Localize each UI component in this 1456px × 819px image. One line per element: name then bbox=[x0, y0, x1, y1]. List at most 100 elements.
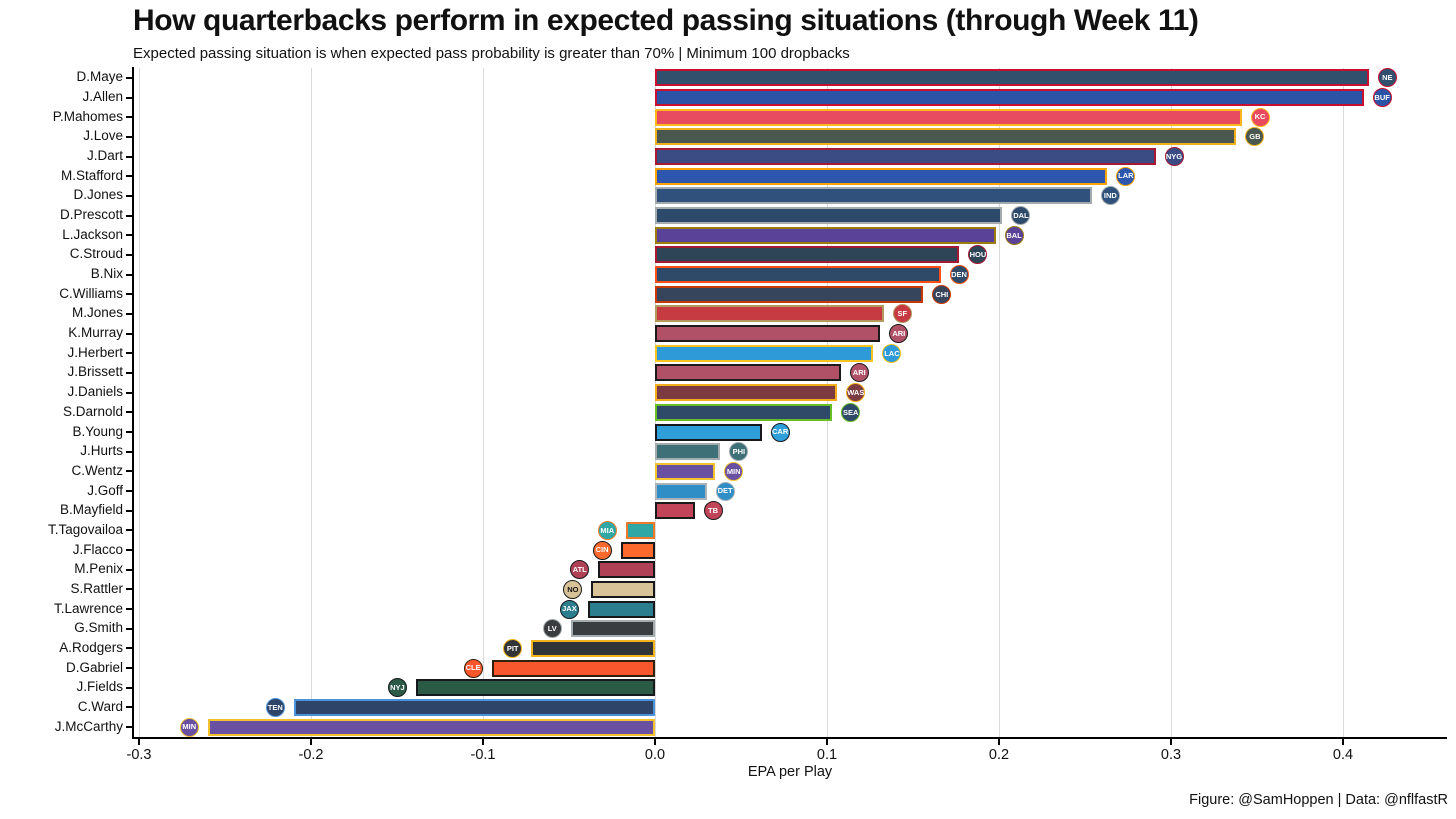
qb-label: D.Jones bbox=[73, 187, 123, 203]
qb-label: K.Murray bbox=[68, 325, 123, 341]
y-tick bbox=[126, 332, 133, 335]
qb-label: J.McCarthy bbox=[54, 718, 123, 734]
team-logo-jax-icon: JAX bbox=[559, 599, 579, 619]
qb-label: S.Rattler bbox=[70, 580, 123, 596]
team-logo-sea-icon: SEA bbox=[841, 402, 861, 422]
team-logo-no-icon: NO bbox=[563, 579, 583, 599]
team-logo-mia-icon: MIA bbox=[597, 520, 617, 540]
qb-label: D.Prescott bbox=[59, 207, 123, 223]
qb-bar bbox=[655, 502, 695, 520]
team-logo-hou-icon: HOU bbox=[968, 245, 988, 265]
qb-label: C.Wentz bbox=[71, 462, 123, 478]
y-tick bbox=[126, 155, 133, 158]
y-tick bbox=[126, 588, 133, 591]
qb-label: A.Rodgers bbox=[59, 639, 123, 655]
y-tick bbox=[126, 529, 133, 532]
x-tick-label: 0.0 bbox=[644, 747, 666, 763]
x-tick bbox=[654, 739, 656, 745]
gridline-0.4 bbox=[1342, 68, 1344, 737]
qb-bar bbox=[655, 285, 924, 303]
team-logo-sf-icon: SF bbox=[892, 304, 912, 324]
team-logo-ari-icon: ARI bbox=[889, 324, 909, 344]
y-tick bbox=[126, 214, 133, 217]
y-tick bbox=[126, 391, 133, 394]
y-tick bbox=[126, 608, 133, 611]
team-logo-gb-icon: GB bbox=[1245, 127, 1265, 147]
team-logo-ind-icon: IND bbox=[1100, 186, 1120, 206]
y-tick bbox=[126, 726, 133, 729]
qb-bar bbox=[655, 423, 762, 441]
qb-label: D.Gabriel bbox=[65, 659, 123, 675]
qb-bar bbox=[655, 443, 721, 461]
gridline-0.2 bbox=[998, 68, 1000, 737]
qb-label: L.Jackson bbox=[62, 226, 123, 242]
y-tick bbox=[126, 194, 133, 197]
page-subtitle: Expected passing situation is when expec… bbox=[133, 45, 850, 62]
y-axis-line bbox=[132, 67, 134, 738]
qb-bar bbox=[415, 679, 655, 697]
team-logo-nyj-icon: NYJ bbox=[387, 678, 407, 698]
x-axis-title: EPA per Play bbox=[747, 764, 833, 780]
qb-bar bbox=[655, 482, 707, 500]
team-logo-lar-icon: LAR bbox=[1116, 166, 1136, 186]
x-tick-label: 0.4 bbox=[1332, 747, 1354, 763]
x-tick bbox=[310, 739, 312, 745]
qb-label: J.Goff bbox=[87, 482, 123, 498]
qb-bar bbox=[655, 108, 1242, 126]
qb-label: J.Fields bbox=[76, 679, 123, 695]
qb-bar bbox=[655, 344, 874, 362]
team-logo-was-icon: WAS bbox=[846, 383, 866, 403]
qb-bar bbox=[655, 128, 1237, 146]
qb-label: C.Williams bbox=[59, 285, 123, 301]
qb-bar bbox=[655, 246, 960, 264]
gridline-0.3 bbox=[1170, 68, 1172, 737]
qb-bar bbox=[591, 580, 655, 598]
y-tick bbox=[126, 293, 133, 296]
qb-bar bbox=[655, 462, 716, 480]
qb-label: T.Lawrence bbox=[53, 600, 123, 616]
x-tick-label: 0.3 bbox=[1160, 747, 1182, 763]
team-logo-atl-icon: ATL bbox=[570, 560, 590, 580]
gridline--0.1 bbox=[482, 68, 484, 737]
qb-bar bbox=[293, 698, 655, 716]
qb-bar bbox=[625, 521, 655, 539]
y-tick bbox=[126, 647, 133, 650]
y-tick bbox=[126, 371, 133, 374]
qb-bar bbox=[655, 69, 1369, 87]
qb-bar bbox=[587, 600, 655, 618]
team-logo-cle-icon: CLE bbox=[463, 658, 483, 678]
qb-bar bbox=[655, 305, 884, 323]
qb-label: D.Maye bbox=[76, 69, 123, 85]
qb-label: J.Brissett bbox=[67, 364, 123, 380]
qb-label: C.Ward bbox=[77, 698, 123, 714]
y-tick bbox=[126, 352, 133, 355]
qb-label: P.Mahomes bbox=[52, 108, 123, 124]
page-title: How quarterbacks perform in expected pas… bbox=[133, 4, 1199, 37]
y-tick bbox=[126, 706, 133, 709]
x-tick-label: 0.2 bbox=[988, 747, 1010, 763]
qb-label: B.Nix bbox=[90, 266, 123, 282]
figure-credit: Figure: @SamHoppen | Data: @nflfastR bbox=[1189, 792, 1448, 808]
qb-label: B.Mayfield bbox=[59, 502, 123, 518]
gridline--0.2 bbox=[310, 68, 312, 737]
team-logo-cin-icon: CIN bbox=[592, 540, 612, 560]
qb-bar bbox=[491, 659, 655, 677]
y-tick bbox=[126, 568, 133, 571]
team-logo-min-icon: MIN bbox=[179, 717, 199, 737]
team-logo-min-icon: MIN bbox=[724, 461, 744, 481]
x-tick bbox=[1170, 739, 1172, 745]
qb-bar bbox=[655, 266, 941, 284]
x-tick bbox=[138, 739, 140, 745]
qb-label: G.Smith bbox=[74, 620, 123, 636]
team-logo-phi-icon: PHI bbox=[729, 442, 749, 462]
gridline-0.1 bbox=[826, 68, 828, 737]
team-logo-pit-icon: PIT bbox=[503, 638, 523, 658]
y-tick bbox=[126, 509, 133, 512]
x-tick bbox=[826, 739, 828, 745]
team-logo-bal-icon: BAL bbox=[1004, 225, 1024, 245]
qb-bar bbox=[655, 148, 1156, 166]
y-tick bbox=[126, 76, 133, 79]
qb-label: J.Flacco bbox=[72, 541, 123, 557]
y-tick bbox=[126, 234, 133, 237]
qb-label: M.Stafford bbox=[60, 167, 123, 183]
